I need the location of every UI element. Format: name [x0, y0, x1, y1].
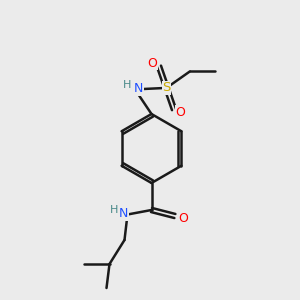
Text: H: H — [110, 205, 118, 215]
Text: O: O — [148, 57, 157, 70]
Text: N: N — [119, 207, 129, 220]
Text: H: H — [123, 80, 132, 90]
Text: N: N — [134, 82, 143, 95]
Text: O: O — [176, 106, 185, 119]
Text: S: S — [162, 81, 171, 94]
Text: O: O — [178, 212, 188, 225]
